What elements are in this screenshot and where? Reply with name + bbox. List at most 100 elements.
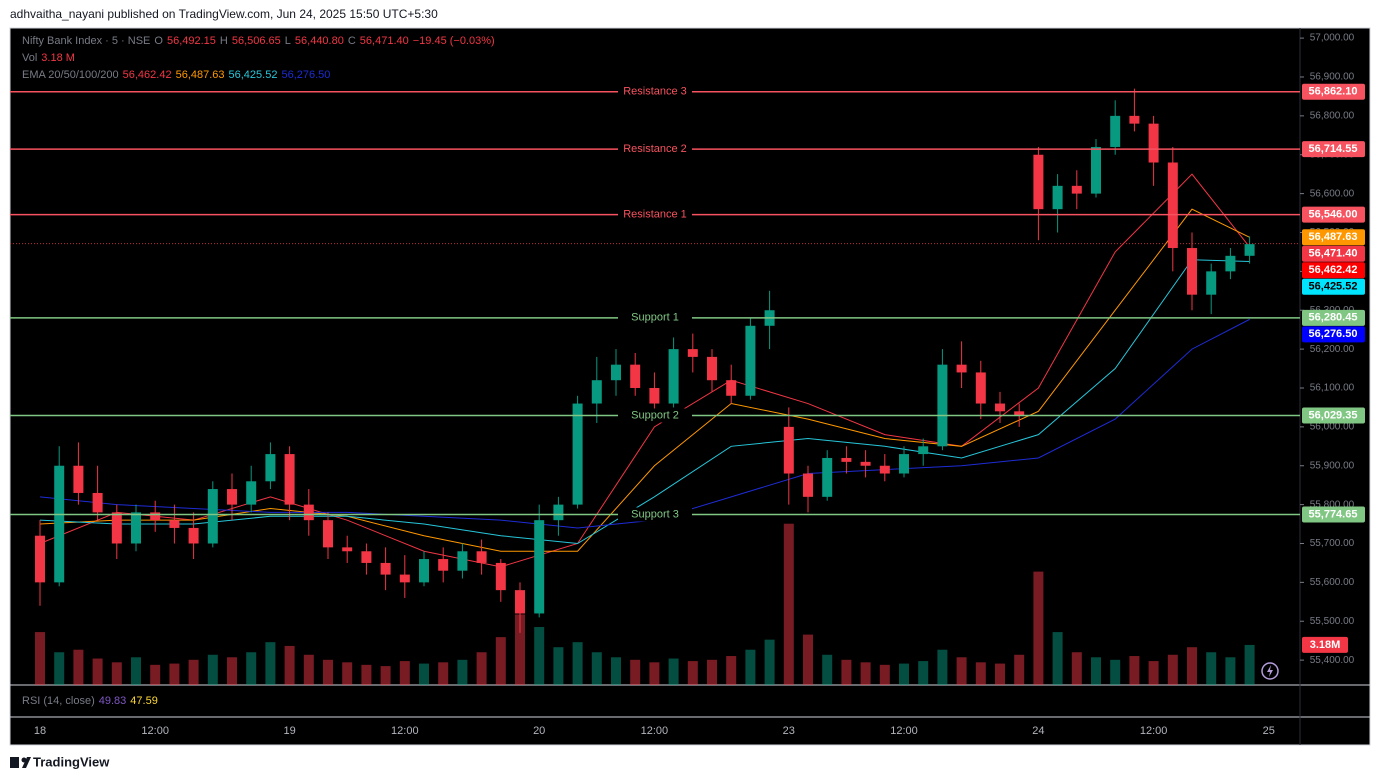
volume-bar <box>1167 654 1178 685</box>
volume-bar <box>54 652 65 685</box>
candle-body <box>457 551 468 571</box>
publisher-header: adhvaitha_nayani published on TradingVie… <box>10 7 438 21</box>
candle-body <box>54 465 65 583</box>
legend-key: O <box>154 35 163 47</box>
y-tick-label: 55,400.00 <box>1310 655 1355 666</box>
legend-value: 56,276.50 <box>281 69 330 81</box>
y-tick-label: 55,700.00 <box>1310 538 1355 549</box>
candle-body <box>1148 123 1159 163</box>
y-tick-label: 56,600.00 <box>1310 188 1355 199</box>
price-tag-label: 56,425.52 <box>1309 281 1358 293</box>
level-label-bg <box>618 408 692 423</box>
volume-bar <box>169 663 180 685</box>
price-tag <box>1302 141 1365 158</box>
candle-body <box>207 489 218 544</box>
candle-body <box>1014 411 1025 416</box>
level-label: Support 2 <box>631 409 679 421</box>
x-tick-label: 25 <box>1263 725 1275 737</box>
ema-line <box>39 259 1250 545</box>
price-tag-label: 56,471.40 <box>1309 248 1358 260</box>
candle-body <box>476 551 487 563</box>
volume-bar <box>1052 632 1063 685</box>
price-tag-label: 56,714.55 <box>1309 143 1358 155</box>
y-tick-label: 55,600.00 <box>1310 577 1355 588</box>
candle-body <box>227 489 237 505</box>
price-tag <box>1302 407 1365 424</box>
price-tag <box>1302 229 1365 246</box>
volume-bar <box>553 647 564 685</box>
price-tag <box>1302 309 1365 326</box>
price-tag-label: 56,487.63 <box>1309 231 1358 243</box>
y-tick-label: 56,000.00 <box>1310 422 1355 433</box>
volume-bar <box>822 654 833 685</box>
legend-value: 49.83 <box>99 695 127 707</box>
level-label: Resistance 2 <box>623 143 687 155</box>
candle-body <box>726 380 737 396</box>
candle-body <box>361 551 372 563</box>
y-tick-label: 55,900.00 <box>1310 460 1355 471</box>
candle-body <box>822 457 833 497</box>
y-tick-label: 56,100.00 <box>1310 383 1355 394</box>
candle-body <box>783 426 794 474</box>
price-tag-label: 56,276.50 <box>1309 328 1358 340</box>
volume-bar <box>35 632 45 685</box>
candle-body <box>995 403 1005 412</box>
y-tick-label: 56,200.00 <box>1310 344 1355 355</box>
legend-key: RSI (14, close) <box>22 695 95 707</box>
candle-body <box>438 559 449 571</box>
candle-body <box>150 512 161 521</box>
candle-body <box>419 559 429 583</box>
candle-body <box>611 364 621 381</box>
volume-bar <box>1091 657 1101 685</box>
price-tag <box>1302 83 1365 100</box>
price-tag <box>1302 278 1365 295</box>
x-tick-label: 24 <box>1032 725 1044 737</box>
volume-bar <box>687 661 698 685</box>
price-tag-label: 55,774.65 <box>1309 508 1358 520</box>
level-label-bg <box>618 142 692 157</box>
volume-bar <box>591 652 602 685</box>
legend-value: 56,462.42 <box>123 69 172 81</box>
plot-area <box>35 88 1255 685</box>
volume-bar <box>284 645 295 685</box>
candle-body <box>380 562 391 575</box>
volume-bar <box>419 663 429 685</box>
candle-body <box>1091 146 1101 194</box>
legend-value: 3.18 M <box>41 52 75 64</box>
candle-body <box>687 349 698 357</box>
price-tag <box>1302 506 1365 523</box>
legend-value: 56,425.52 <box>229 69 278 81</box>
candle-body <box>956 364 967 373</box>
volume-bar <box>899 663 909 685</box>
volume-tag <box>1302 636 1348 653</box>
candle-body <box>899 454 909 474</box>
alert-icon[interactable] <box>1261 662 1279 680</box>
level-label-bg <box>618 310 692 325</box>
volume-bar <box>937 649 948 685</box>
legend-key: H <box>220 35 228 47</box>
legend-key: Vol <box>22 52 37 64</box>
candle-body <box>1187 248 1197 295</box>
level-label: Support 3 <box>631 508 679 520</box>
y-tick-label: 55,800.00 <box>1310 499 1355 510</box>
volume-bar <box>265 642 276 685</box>
candle-body <box>1033 154 1044 210</box>
legend-value: 56,440.80 <box>295 35 344 47</box>
volume-bar <box>207 654 218 685</box>
candle-body <box>35 535 45 583</box>
candle-body <box>860 461 871 466</box>
volume-bar <box>1206 652 1217 685</box>
volume-bar <box>879 664 890 685</box>
legend-value: 56,492.15 <box>167 35 216 47</box>
volume-bar <box>457 659 468 685</box>
volume-bar <box>707 659 717 685</box>
candle-body <box>495 562 506 591</box>
volume-bar <box>303 654 314 685</box>
legend-value: 47.59 <box>130 695 158 707</box>
x-tick-label: 23 <box>783 725 795 737</box>
candle-body <box>591 380 602 404</box>
candle-body <box>265 454 276 482</box>
volume-bar <box>1129 656 1140 685</box>
candle-body <box>169 520 180 528</box>
volume-bar <box>975 662 986 685</box>
